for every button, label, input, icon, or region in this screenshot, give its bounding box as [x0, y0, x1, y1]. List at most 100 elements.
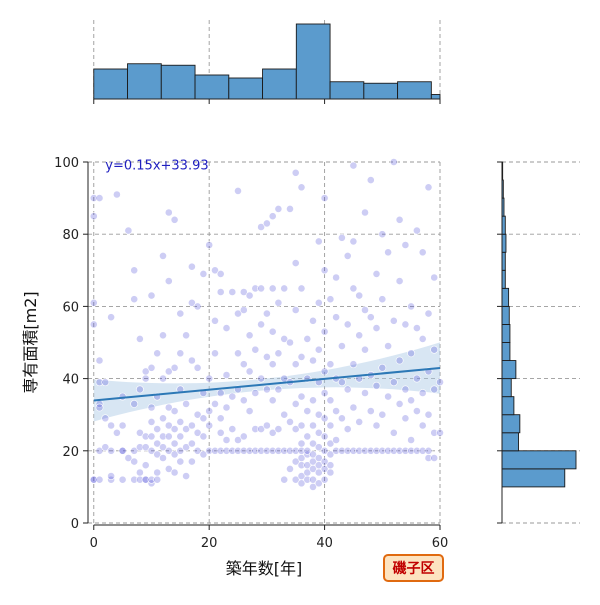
scatter-point — [291, 425, 300, 433]
y-tick-label: 60 — [62, 300, 79, 315]
scatter-point — [245, 331, 254, 340]
x-histogram-bar — [363, 82, 399, 100]
scatter-point — [418, 446, 427, 455]
scatter-point — [326, 295, 335, 304]
scatter-point — [407, 349, 415, 358]
scatter-point — [251, 389, 260, 397]
scatter-point — [337, 233, 346, 242]
scatter-point — [297, 183, 306, 192]
scatter-point — [326, 396, 335, 405]
scatter-point — [262, 385, 271, 394]
y-histogram-bar — [501, 360, 517, 380]
scatter-point — [389, 316, 398, 325]
scatter-point — [153, 475, 162, 484]
y-tick-label: 0 — [71, 517, 79, 532]
scatter-point — [332, 446, 340, 455]
regression-equation: y=0.15x+33.93 — [105, 159, 208, 174]
scatter-point — [234, 349, 242, 358]
scatter-point — [280, 446, 289, 455]
scatter-point — [262, 446, 271, 455]
scatter-point — [291, 360, 300, 369]
scatter-point — [418, 334, 427, 343]
scatter-point — [135, 443, 144, 452]
scatter-point — [205, 446, 214, 455]
scatter-point — [389, 428, 398, 437]
scatter-point — [199, 432, 208, 441]
scatter-point — [239, 396, 248, 405]
scatter-point — [343, 385, 352, 394]
scatter-point — [372, 324, 381, 332]
scatter-point — [355, 446, 364, 455]
scatter-point — [101, 414, 110, 423]
scatter-point — [107, 446, 115, 455]
scatter-point — [291, 168, 300, 177]
scatter-points — [89, 158, 444, 491]
scatter-point — [170, 439, 179, 448]
scatter-point — [251, 345, 260, 354]
scatter-point — [159, 374, 167, 383]
scatter-point — [274, 349, 283, 358]
scatter-point — [262, 421, 271, 430]
scatter-point — [280, 410, 289, 419]
scatter-point — [430, 273, 439, 282]
y-histogram-bar — [501, 450, 577, 470]
scatter-point — [193, 446, 202, 455]
scatter-point — [280, 284, 289, 293]
x-histogram-bar — [430, 94, 441, 100]
scatter-point — [274, 446, 283, 455]
scatter-point — [303, 446, 312, 455]
scatter-point — [124, 454, 133, 462]
scatter-point — [234, 436, 242, 444]
scatter-point — [291, 446, 300, 455]
scatter-point — [412, 446, 421, 455]
scatter-point — [395, 446, 404, 455]
scatter-point — [89, 212, 98, 221]
scatter-point — [130, 266, 139, 275]
scatter-point — [222, 371, 231, 379]
scatter-point — [378, 230, 387, 239]
scatter-point — [262, 352, 271, 361]
scatter-point — [320, 432, 329, 441]
scatter-point — [95, 446, 104, 455]
scatter-point — [343, 425, 352, 433]
scatter-point — [176, 417, 185, 426]
scatter-point — [389, 378, 398, 387]
scatter-point — [407, 302, 415, 311]
scatter-point — [199, 414, 208, 423]
y-axis-title: 専有面積[m2] — [21, 291, 40, 393]
scatter-point — [412, 374, 421, 383]
scatter-point — [159, 414, 167, 423]
scatter-point — [147, 432, 156, 441]
scatter-point — [436, 378, 444, 387]
scatter-point — [164, 432, 173, 441]
scatter-point — [401, 414, 410, 423]
x-tick-label: 60 — [432, 536, 449, 551]
scatter-point — [159, 331, 167, 340]
scatter-point — [268, 284, 277, 293]
scatter-point — [159, 454, 167, 462]
scatter-point — [257, 425, 265, 433]
scatter-point — [135, 428, 144, 437]
scatter-point — [147, 417, 156, 426]
scatter-point — [211, 446, 219, 455]
scatter-point — [239, 446, 248, 455]
scatter-point — [337, 342, 346, 350]
scatter-point — [349, 237, 358, 246]
scatter-point — [101, 443, 110, 452]
scatter-point — [314, 479, 323, 488]
y-tick-label: 80 — [62, 228, 79, 243]
scatter-point — [274, 298, 283, 307]
scatter-point — [401, 241, 410, 249]
scatter-point — [372, 381, 381, 390]
scatter-point — [187, 356, 196, 365]
scatter-point — [239, 288, 248, 296]
scatter-point — [113, 190, 121, 199]
scatter-point — [193, 410, 202, 419]
scatter-point — [349, 284, 358, 293]
scatter-point — [424, 410, 433, 419]
scatter-point — [216, 446, 225, 455]
x-histogram-bar — [397, 81, 432, 100]
scatter-point — [372, 421, 381, 430]
scatter-point — [228, 392, 237, 401]
scatter-point — [268, 360, 277, 369]
